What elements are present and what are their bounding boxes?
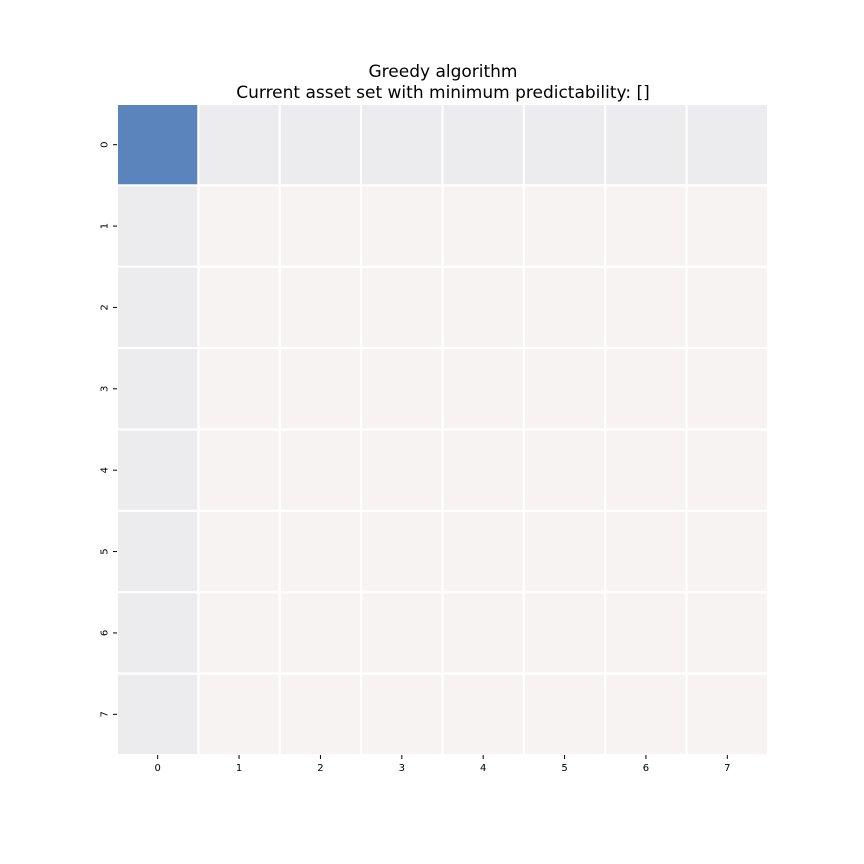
- heatmap-cell-6-0: [116, 591, 200, 675]
- heatmap-cell-7-7: [685, 672, 769, 756]
- heatmap-cell-1-3: [360, 184, 444, 268]
- heatmap-cell-4-3: [360, 428, 444, 512]
- x-axis-ticks: 0 1 2 3 4 5 6 7: [155, 755, 731, 774]
- heatmap-cell-7-6: [604, 672, 688, 756]
- heatmap-cells: [116, 103, 769, 756]
- y-tick-label-6: 6: [100, 630, 111, 636]
- y-tick-label-0: 0: [100, 142, 111, 148]
- heatmap-cell-1-0: [116, 184, 200, 268]
- chart-subtitle: Current asset set with minimum predictab…: [236, 83, 650, 103]
- y-tick-label-3: 3: [100, 386, 111, 392]
- heatmap-cell-0-7: [685, 103, 769, 187]
- heatmap-cell-1-7: [685, 184, 769, 268]
- heatmap-cell-1-6: [604, 184, 688, 268]
- heatmap-cell-7-1: [197, 672, 281, 756]
- x-tick-label-1: 1: [236, 763, 242, 774]
- y-tick-label-2: 2: [100, 304, 111, 310]
- heatmap-cell-3-3: [360, 347, 444, 431]
- heatmap-cell-5-3: [360, 509, 444, 594]
- heatmap-cell-5-7: [685, 509, 769, 594]
- heatmap-cell-7-5: [522, 672, 607, 756]
- heatmap-cell-4-4: [441, 428, 525, 512]
- x-tick-label-4: 4: [480, 763, 486, 774]
- heatmap-cell-2-7: [685, 265, 769, 350]
- heatmap-cell-6-2: [278, 591, 363, 675]
- heatmap-cell-5-6: [604, 509, 688, 594]
- y-tick-label-5: 5: [100, 548, 111, 554]
- heatmap-cell-7-4: [441, 672, 525, 756]
- heatmap-cell-1-4: [441, 184, 525, 268]
- heatmap-cell-1-1: [197, 184, 281, 268]
- heatmap-cell-3-2: [278, 347, 363, 431]
- heatmap-cell-3-5: [522, 347, 607, 431]
- x-tick-label-5: 5: [561, 763, 567, 774]
- heatmap-cell-2-4: [441, 265, 525, 350]
- heatmap-cell-5-4: [441, 509, 525, 594]
- y-tick-label-1: 1: [100, 223, 111, 229]
- x-tick-label-7: 7: [724, 763, 730, 774]
- chart-title: Greedy algorithm: [368, 62, 517, 82]
- heatmap-cell-0-0: [116, 103, 200, 187]
- heatmap-cell-0-2: [278, 103, 363, 187]
- heatmap-cell-3-6: [604, 347, 688, 431]
- heatmap-cell-0-5: [522, 103, 607, 187]
- y-tick-label-4: 4: [100, 467, 111, 473]
- y-axis-ticks: 0 1 2 3 4 5 6 7: [100, 142, 117, 718]
- heatmap-cell-6-1: [197, 591, 281, 675]
- heatmap-cell-2-3: [360, 265, 444, 350]
- heatmap-cell-3-4: [441, 347, 525, 431]
- heatmap-cell-5-1: [197, 509, 281, 594]
- heatmap-cell-0-6: [604, 103, 688, 187]
- heatmap-cell-6-7: [685, 591, 769, 675]
- heatmap-cell-4-1: [197, 428, 281, 512]
- heatmap-cell-3-1: [197, 347, 281, 431]
- heatmap-cell-6-6: [604, 591, 688, 675]
- heatmap-cell-2-1: [197, 265, 281, 350]
- heatmap-cell-4-0: [116, 428, 200, 512]
- heatmap-cell-6-4: [441, 591, 525, 675]
- heatmap-cell-0-4: [441, 103, 525, 187]
- x-tick-label-6: 6: [643, 763, 649, 774]
- heatmap-cell-0-3: [360, 103, 444, 187]
- y-tick-label-7: 7: [100, 711, 111, 717]
- heatmap-cell-2-2: [278, 265, 363, 350]
- heatmap-cell-7-3: [360, 672, 444, 756]
- heatmap-cell-6-5: [522, 591, 607, 675]
- x-tick-label-3: 3: [399, 763, 405, 774]
- heatmap-cell-7-2: [278, 672, 363, 756]
- heatmap-cell-4-5: [522, 428, 607, 512]
- heatmap-cell-0-1: [197, 103, 281, 187]
- heatmap-cell-3-7: [685, 347, 769, 431]
- x-tick-label-0: 0: [155, 763, 161, 774]
- heatmap-cell-4-7: [685, 428, 769, 512]
- heatmap-cell-5-2: [278, 509, 363, 594]
- heatmap-cell-4-6: [604, 428, 688, 512]
- heatmap-cell-2-0: [116, 265, 200, 350]
- heatmap-cell-3-0: [116, 347, 200, 431]
- heatmap-cell-1-5: [522, 184, 607, 268]
- heatmap-cell-5-5: [522, 509, 607, 594]
- heatmap-cell-1-2: [278, 184, 363, 268]
- x-tick-label-2: 2: [317, 763, 323, 774]
- heatmap-cell-2-5: [522, 265, 607, 350]
- heatmap-cell-6-3: [360, 591, 444, 675]
- heatmap-cell-5-0: [116, 509, 200, 594]
- heatmap-cell-4-2: [278, 428, 363, 512]
- heatmap-cell-7-0: [116, 672, 200, 756]
- heatmap-cell-2-6: [604, 265, 688, 350]
